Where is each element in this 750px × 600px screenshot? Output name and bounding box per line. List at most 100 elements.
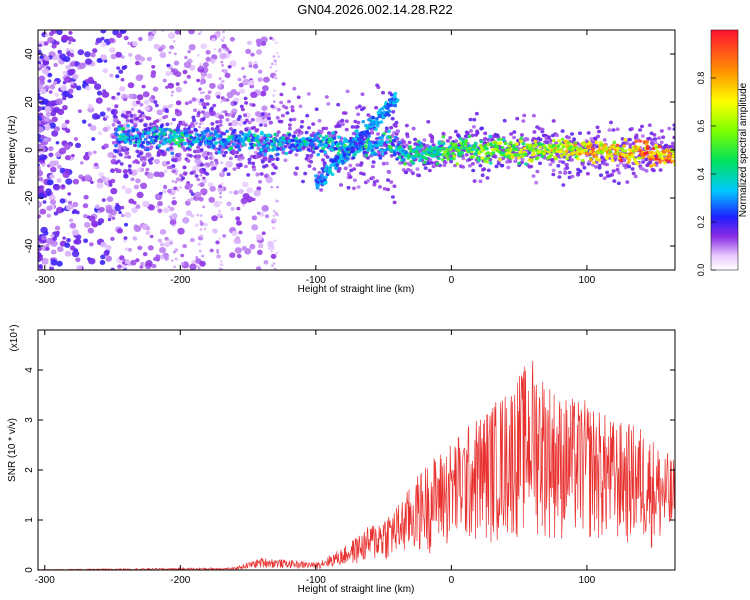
- heatmap-cell: [319, 188, 324, 192]
- heatmap-cell: [623, 149, 628, 153]
- heatmap-cell: [137, 141, 142, 145]
- heatmap-cell: [389, 180, 394, 184]
- heatmap-cell: [498, 141, 503, 145]
- heatmap-cell: [327, 140, 331, 144]
- heatmap-cell: [132, 41, 139, 47]
- heatmap-cell: [205, 172, 210, 176]
- heatmap-cell: [194, 157, 202, 165]
- heatmap-cell: [665, 158, 669, 163]
- heatmap-cell: [217, 35, 221, 38]
- heatmap-cell: [183, 148, 187, 152]
- heatmap-cell: [240, 197, 248, 205]
- heatmap-cell: [108, 37, 115, 43]
- heatmap-cell: [75, 142, 81, 149]
- heatmap-cell: [217, 83, 225, 90]
- heatmap-cell: [397, 140, 402, 144]
- heatmap-cell: [500, 145, 505, 150]
- heatmap-cell: [220, 38, 224, 42]
- heatmap-cell: [650, 167, 655, 172]
- heatmap-cell: [100, 241, 107, 248]
- heatmap-cell: [419, 144, 424, 148]
- heatmap-cell: [56, 260, 63, 267]
- heatmap-cell: [39, 80, 45, 86]
- heatmap-cell: [463, 143, 468, 147]
- heatmap-cell: [273, 89, 276, 92]
- heatmap-cell: [189, 171, 194, 175]
- heatmap-cell: [389, 139, 393, 143]
- heatmap-cell: [187, 198, 191, 203]
- heatmap-cell: [155, 205, 160, 209]
- heatmap-cell: [549, 153, 554, 157]
- heatmap-cell: [213, 200, 221, 208]
- heatmap-cell: [619, 160, 624, 165]
- heatmap-cell: [165, 70, 172, 77]
- heatmap-cell: [355, 134, 360, 138]
- heatmap-cell: [128, 52, 133, 57]
- heatmap-cell: [615, 143, 620, 147]
- heatmap-cell: [231, 149, 236, 153]
- heatmap-cell: [250, 52, 255, 57]
- heatmap-cell: [153, 100, 158, 104]
- heatmap-cell: [175, 169, 179, 173]
- heatmap-cell: [607, 128, 612, 132]
- heatmap-cell: [276, 147, 281, 151]
- heatmap-cell: [38, 165, 41, 171]
- heatmap-cell: [408, 169, 413, 173]
- heatmap-cell: [50, 233, 55, 238]
- heatmap-cell: [672, 127, 675, 131]
- heatmap-cell: [251, 224, 259, 231]
- heatmap-cell: [352, 178, 357, 182]
- heatmap-cell: [391, 110, 396, 114]
- heatmap-cell: [173, 265, 177, 269]
- heatmap-cell: [263, 76, 270, 83]
- heatmap-cell: [57, 108, 65, 116]
- heatmap-cell: [495, 144, 499, 148]
- heatmap-cell: [215, 240, 220, 245]
- heatmap-cell: [221, 43, 227, 49]
- heatmap-cell: [144, 106, 151, 111]
- heatmap-cell: [170, 151, 175, 156]
- heatmap-cell: [201, 168, 206, 172]
- heatmap-cell: [653, 137, 658, 141]
- heatmap-cell: [185, 210, 193, 217]
- heatmap-cell: [38, 143, 41, 148]
- heatmap-cell: [220, 100, 223, 104]
- heatmap-cell: [143, 137, 148, 142]
- heatmap-cell: [480, 126, 484, 131]
- heatmap-cell: [578, 131, 582, 135]
- heatmap-cell: [170, 259, 174, 262]
- heatmap-cell: [133, 225, 142, 233]
- heatmap-cell: [630, 153, 635, 157]
- heatmap-cell: [290, 108, 295, 113]
- heatmap-cell: [199, 30, 203, 34]
- heatmap-cell: [147, 245, 154, 251]
- snr-frame: [37, 329, 676, 571]
- heatmap-cell: [170, 122, 173, 125]
- heatmap-cell: [176, 188, 180, 192]
- heatmap-cell: [202, 105, 207, 110]
- heatmap-cell: [428, 158, 433, 162]
- heatmap-cell: [218, 84, 222, 87]
- heatmap-cell: [235, 216, 241, 221]
- heatmap-cell: [455, 162, 460, 166]
- heatmap-cell: [152, 126, 157, 130]
- heatmap-cell: [56, 206, 64, 214]
- heatmap-cell: [219, 195, 223, 199]
- heatmap-cell: [186, 181, 191, 185]
- heatmap-cell: [83, 214, 88, 219]
- heatmap-cell: [194, 174, 199, 178]
- heatmap-cell: [417, 146, 422, 151]
- heatmap-cell: [583, 148, 587, 152]
- heatmap-cell: [195, 255, 199, 259]
- heatmap-cell: [548, 138, 553, 143]
- heatmap-cell: [344, 119, 349, 123]
- heatmap-cell: [321, 158, 325, 162]
- heatmap-cell: [252, 197, 256, 201]
- heatmap-cell: [348, 175, 353, 179]
- heatmap-cell: [160, 30, 165, 33]
- heatmap-cell: [652, 133, 657, 137]
- heatmap-cell: [340, 161, 345, 165]
- heatmap-cell: [354, 106, 359, 110]
- heatmap-cell: [416, 152, 421, 156]
- heatmap-cell: [652, 163, 656, 167]
